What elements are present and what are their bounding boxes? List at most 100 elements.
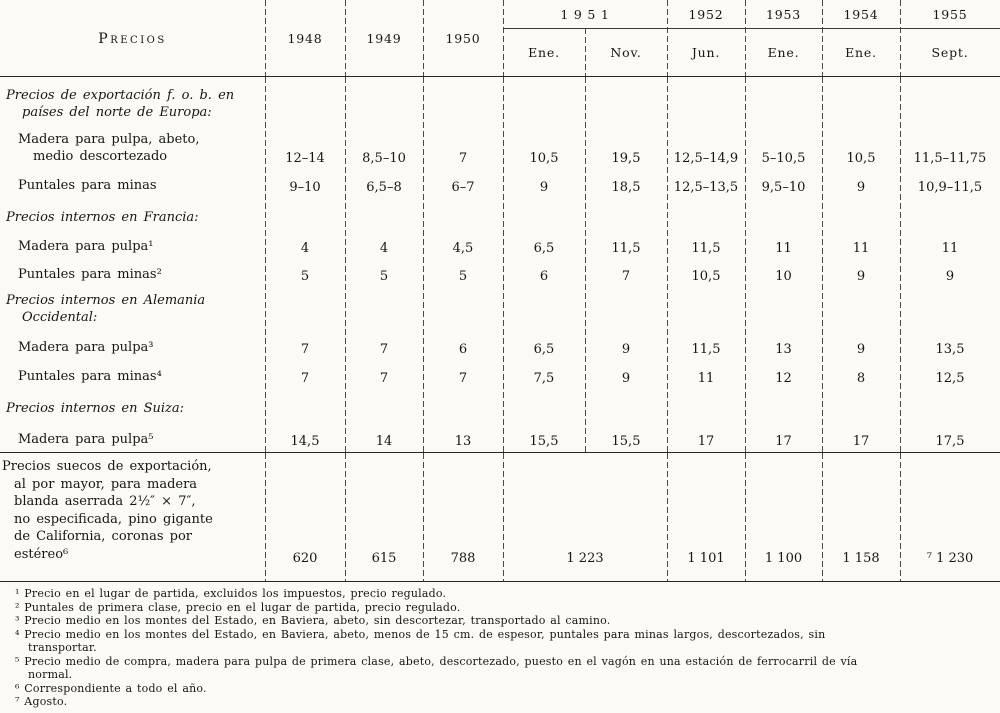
table-body-upper: Precios de exportación f. o. b. en paíse… bbox=[0, 77, 1000, 452]
header-year-1948: 1948 bbox=[287, 31, 323, 46]
column-divider bbox=[265, 0, 266, 76]
footnote-5: ⁵ Precio medio de compra, madera para pu… bbox=[15, 654, 858, 682]
price-cell: 6,5 bbox=[533, 342, 555, 357]
column-divider bbox=[667, 453, 668, 581]
footnote-1: ¹ Precio en el lugar de partida, excluid… bbox=[15, 587, 447, 600]
price-cell: 10,9–11,5 bbox=[917, 180, 983, 195]
price-cell: 11 bbox=[697, 371, 715, 386]
column-divider bbox=[667, 0, 668, 76]
row-label-line: blanda aserrada 2½″ × 7″, bbox=[14, 494, 196, 509]
row-label-line: al por mayor, para madera bbox=[14, 476, 198, 492]
table-header: Precios 1948 1949 1950 1 9 5 1 Ene. Nov.… bbox=[0, 0, 1000, 77]
column-divider bbox=[503, 77, 504, 452]
price-cell: 11,5 bbox=[691, 342, 721, 357]
price-cell: 14 bbox=[375, 434, 393, 449]
column-divider bbox=[345, 77, 346, 452]
header-month-nov-1951: Nov. bbox=[610, 45, 642, 60]
column-divider bbox=[822, 0, 823, 76]
column-divider bbox=[503, 0, 504, 76]
price-cell: 17,5 bbox=[935, 434, 965, 449]
price-cell: 5 bbox=[458, 269, 468, 284]
row-label: Puntales para minas⁴ bbox=[0, 369, 265, 389]
column-divider bbox=[423, 0, 424, 76]
price-cell: 10,5 bbox=[691, 269, 721, 284]
header-year-1954: 1954 bbox=[843, 6, 879, 22]
price-cell: 15,5 bbox=[611, 434, 641, 449]
column-divider bbox=[423, 453, 424, 581]
mid-rule bbox=[0, 452, 1000, 453]
section-label-line: Occidental: bbox=[22, 310, 98, 326]
row-label-line: Puntales para minas² bbox=[18, 267, 162, 283]
price-cell: 17 bbox=[697, 434, 715, 449]
price-cell: 12,5–13,5 bbox=[673, 180, 739, 195]
table-body-lower: Precios suecos de exportación, al por ma… bbox=[0, 453, 1000, 581]
section-row-suiza: Precios internos en Suiza: bbox=[0, 389, 1000, 421]
price-cell: 9 bbox=[945, 269, 955, 284]
price-cell: 8,5–10 bbox=[362, 151, 406, 166]
row-label-line: no especificada, pino gigante bbox=[14, 511, 213, 527]
section-label: Precios internos en Francia: bbox=[0, 210, 265, 230]
price-cell: 11 bbox=[852, 241, 870, 256]
price-cell: 7,5 bbox=[533, 371, 555, 386]
section-label: Precios internos en Suiza: bbox=[0, 401, 265, 421]
price-cell: 11 bbox=[775, 241, 792, 256]
price-cell: 18,5 bbox=[611, 180, 641, 195]
footnotes: ¹ Precio en el lugar de partida, excluid… bbox=[0, 587, 860, 709]
price-cell: 11,5 bbox=[691, 241, 721, 256]
price-cell: 9,5–10 bbox=[761, 180, 806, 195]
header-year-1950: 1950 bbox=[445, 31, 481, 46]
row-label: Precios suecos de exportación, al por ma… bbox=[0, 453, 265, 563]
row-label-line: Madera para pulpa¹ bbox=[18, 239, 154, 255]
price-cell: 9 bbox=[856, 269, 866, 284]
data-row-puntales-alemania: Puntales para minas⁴ 7 7 7 7,5 9 11 12 8… bbox=[0, 360, 1000, 389]
row-label-line: Precios suecos de exportación, bbox=[2, 459, 212, 474]
header-year-1955: 1955 bbox=[932, 6, 968, 22]
column-divider bbox=[503, 453, 504, 581]
header-month-ene-1954: Ene. bbox=[845, 45, 877, 60]
row-label-line: medio descortezado bbox=[33, 149, 168, 165]
price-cell: 7 bbox=[379, 342, 389, 357]
price-cell: 8 bbox=[856, 371, 866, 386]
data-row-madera-pulpa-suiza: Madera para pulpa⁵ 14,5 14 13 15,5 15,5 … bbox=[0, 421, 1000, 452]
price-cell: 10,5 bbox=[846, 151, 876, 166]
price-cell: 17 bbox=[775, 434, 792, 449]
footnote-7: ⁷ Agosto. bbox=[15, 695, 68, 708]
header-month-ene-1953: Ene. bbox=[767, 45, 800, 60]
price-cell: 19,5 bbox=[611, 151, 641, 166]
column-divider bbox=[345, 453, 346, 581]
column-divider bbox=[900, 453, 901, 581]
price-cell: 1 101 bbox=[687, 551, 725, 566]
section-label-line: Precios internos en Francia: bbox=[6, 210, 199, 226]
price-cell: 5–10,5 bbox=[761, 151, 806, 166]
price-cell: 5 bbox=[379, 269, 389, 284]
data-row-puntales-francia: Puntales para minas² 5 5 5 6 7 10,5 10 9… bbox=[0, 259, 1000, 287]
bottom-rule bbox=[0, 581, 1000, 582]
price-cell: 9 bbox=[539, 180, 549, 195]
price-cell: 13,5 bbox=[935, 342, 965, 357]
price-cell: 6 bbox=[458, 342, 468, 357]
row-label-line: de California, coronas por bbox=[14, 529, 192, 544]
section-label-line: Precios internos en Suiza: bbox=[6, 401, 185, 417]
price-cell: 1 100 bbox=[764, 551, 803, 566]
header-month-ene-1951: Ene. bbox=[528, 45, 560, 60]
price-cell: 9 bbox=[856, 180, 866, 195]
price-cell: 7 bbox=[621, 269, 631, 284]
price-cell: 615 bbox=[371, 551, 397, 566]
price-cell: 17 bbox=[852, 434, 870, 449]
price-cell: 7 bbox=[379, 371, 389, 386]
column-divider bbox=[423, 77, 424, 452]
row-label: Puntales para minas bbox=[0, 178, 265, 198]
section-label-line: países del norte de Europa: bbox=[22, 105, 212, 121]
row-label-line: estéreo⁶ bbox=[14, 546, 69, 562]
price-cell: 788 bbox=[450, 551, 476, 566]
header-year-1949: 1949 bbox=[366, 31, 402, 46]
price-cell: 4 bbox=[300, 241, 310, 256]
column-divider bbox=[900, 77, 901, 452]
header-year-1953: 1953 bbox=[765, 6, 801, 22]
price-cell: 12–14 bbox=[285, 151, 325, 166]
price-cell: 15,5 bbox=[529, 434, 559, 449]
price-cell: 6–7 bbox=[451, 180, 475, 195]
section-row-alemania: Precios internos en Alemania Occidental: bbox=[0, 287, 1000, 330]
price-cell: 11 bbox=[941, 241, 959, 256]
